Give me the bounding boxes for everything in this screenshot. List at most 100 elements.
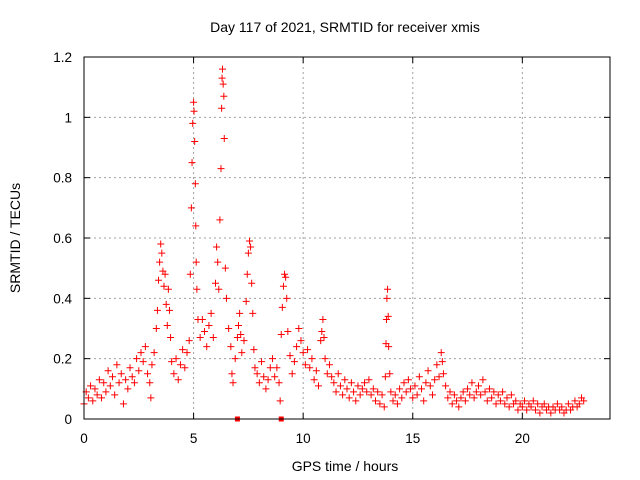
data-point: [222, 294, 230, 302]
data-point: [144, 370, 152, 378]
data-point: [238, 349, 246, 357]
x-tick-label: 20: [515, 431, 530, 446]
data-point: [225, 325, 233, 332]
data-point: [464, 385, 472, 393]
data-point: [438, 358, 446, 366]
data-point: [437, 349, 445, 357]
data-point: [444, 394, 452, 402]
data-point: [503, 394, 511, 402]
data-point: [455, 403, 463, 411]
data-points: [80, 65, 588, 422]
data-point: [219, 80, 227, 88]
data-point: [160, 282, 168, 290]
data-point: [529, 397, 537, 405]
data-point: [209, 334, 217, 342]
data-point: [318, 328, 326, 336]
data-point: [297, 337, 305, 345]
data-point: [295, 325, 303, 332]
data-point: [358, 385, 366, 393]
data-point: [547, 409, 555, 417]
data-point: [192, 222, 200, 230]
data-point: [347, 379, 355, 387]
data-point: [301, 361, 309, 369]
data-point: [389, 397, 397, 405]
data-point: [453, 397, 461, 405]
data-point: [264, 376, 272, 384]
data-point: [387, 388, 395, 396]
data-point: [290, 358, 298, 366]
data-point: [321, 355, 329, 363]
data-point: [164, 285, 172, 293]
data-point: [433, 361, 441, 369]
data-point: [413, 391, 421, 399]
data-point: [310, 376, 318, 384]
data-point: [196, 334, 204, 342]
data-point: [343, 385, 351, 393]
data-point: [250, 346, 258, 354]
data-point: [319, 315, 327, 323]
data-point: [448, 400, 456, 408]
data-point: [393, 400, 401, 408]
data-point: [152, 325, 160, 332]
y-tick-label: 0.2: [53, 352, 72, 367]
data-point: [158, 249, 166, 257]
data-point: [248, 279, 256, 287]
data-point: [185, 337, 193, 345]
data-point: [361, 379, 369, 387]
data-point: [240, 337, 248, 345]
data-point: [396, 385, 404, 393]
data-point: [281, 270, 289, 278]
data-point: [496, 397, 504, 405]
data-point: [363, 388, 371, 396]
data-point: [345, 394, 353, 402]
data-point: [115, 379, 123, 387]
data-point: [402, 388, 410, 396]
data-point: [330, 379, 338, 387]
data-point: [176, 361, 184, 369]
data-point: [117, 370, 125, 378]
data-point: [527, 403, 535, 411]
data-point: [91, 385, 99, 393]
data-point: [193, 285, 201, 293]
data-point: [470, 394, 478, 402]
data-point: [494, 391, 502, 399]
data-point: [89, 397, 97, 405]
data-point: [186, 270, 194, 278]
y-axis-title: SRMTID / TECUs: [7, 183, 23, 293]
data-point: [187, 204, 195, 212]
data-point: [501, 400, 509, 408]
data-point: [459, 388, 467, 396]
data-point: [284, 328, 292, 336]
data-point: [382, 315, 390, 323]
data-point: [139, 358, 147, 366]
y-tick-label: 1: [64, 110, 72, 125]
data-point: [475, 382, 482, 390]
data-point: [253, 370, 261, 378]
data-point: [499, 388, 507, 396]
data-point: [505, 403, 513, 411]
data-point: [148, 361, 156, 369]
data-point: [156, 258, 164, 266]
data-point: [369, 385, 377, 393]
data-point: [150, 349, 158, 357]
data-point: [481, 388, 489, 396]
data-point: [450, 391, 458, 399]
data-point: [137, 349, 145, 357]
data-point: [237, 331, 245, 339]
data-point: [575, 400, 583, 408]
data-point: [106, 382, 114, 390]
data-point: [215, 285, 223, 293]
data-point: [113, 361, 121, 369]
data-point: [352, 397, 360, 405]
data-point: [228, 370, 236, 378]
data-point: [288, 370, 296, 378]
data-point: [141, 343, 149, 351]
data-point: [308, 355, 316, 363]
data-point: [350, 388, 358, 396]
data-point: [536, 409, 544, 417]
data-point: [102, 388, 110, 396]
data-point: [201, 328, 209, 336]
data-point: [100, 379, 108, 387]
data-point: [165, 306, 173, 314]
data-point: [304, 346, 312, 354]
